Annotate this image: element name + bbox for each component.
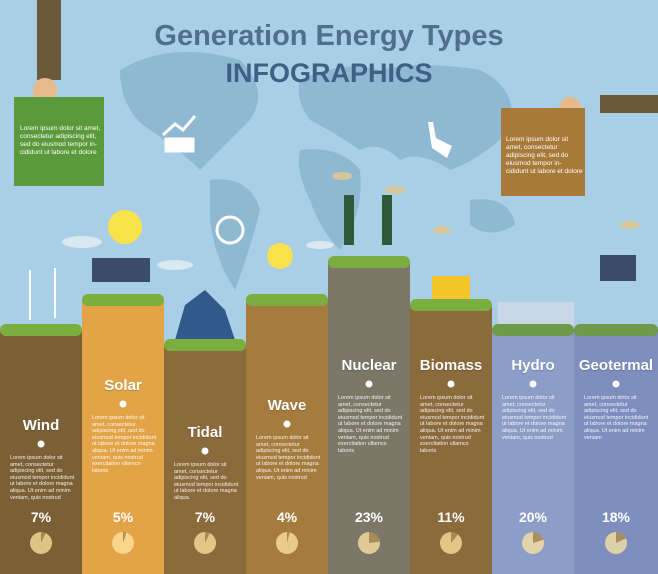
icon <box>529 380 537 388</box>
title: Generation Energy Types <box>154 20 504 52</box>
percent-label: 4% <box>276 509 298 525</box>
pie-slice <box>41 532 46 543</box>
ground-top <box>246 294 328 306</box>
column-text: Lorem ipsum dolor sit amet, consectetur … <box>256 435 321 481</box>
note: Lorem ipsum dolor sit amet, consectetur … <box>20 125 101 156</box>
column-text: Lorem ipsum dolor sit amet, consectetur … <box>92 415 157 474</box>
column <box>328 262 410 574</box>
pie-slice <box>451 532 459 543</box>
ground-top <box>410 299 492 311</box>
percent-label: 7% <box>30 509 52 525</box>
column-name: Wave <box>267 397 307 414</box>
pie-slice <box>287 532 290 543</box>
column-name: Nuclear <box>341 357 397 374</box>
subtitle: INFOGRAPHICS <box>225 58 433 88</box>
ground-top <box>164 339 246 351</box>
column-text: Lorem ipsum dolor sit amet, consectetur … <box>10 455 75 501</box>
column <box>82 300 164 574</box>
icon <box>612 380 620 388</box>
icon <box>201 447 209 455</box>
pie-slice <box>369 532 380 543</box>
column <box>410 305 492 574</box>
column-text: Lorem ipsum dolor sit amet, consectetur … <box>338 395 403 454</box>
column <box>246 300 328 574</box>
icon <box>365 380 373 388</box>
pie-slice <box>123 532 127 543</box>
column-text: Lorem ipsum dolor sit amet, consectetur … <box>584 395 649 441</box>
column-name: Wind <box>22 417 60 434</box>
column-name: Geotermal <box>578 357 654 374</box>
percent-label: 23% <box>354 509 384 525</box>
ground-top <box>574 324 658 336</box>
pie-slice <box>616 532 626 543</box>
column-text: Lorem ipsum dolor sit amet, consectetur … <box>502 395 567 441</box>
percent-label: 18% <box>601 509 631 525</box>
icon <box>119 400 127 408</box>
percent-label: 5% <box>112 509 134 525</box>
column-text: Lorem ipsum dolor sit amet, consectetur … <box>174 462 239 501</box>
note: Lorem ipsum dolor sit amet, consectetur … <box>506 136 583 175</box>
column-name: Hydro <box>511 357 555 374</box>
icon <box>37 440 45 448</box>
column-name: Solar <box>104 377 142 394</box>
pie-slice <box>533 532 544 543</box>
pie-slice <box>205 532 210 543</box>
ground-top <box>328 256 410 268</box>
ground-top <box>0 324 82 336</box>
icon <box>283 420 291 428</box>
column-name: Tidal <box>187 424 223 441</box>
column-name: Biomass <box>419 357 483 374</box>
percent-label: 7% <box>194 509 216 525</box>
column-text: Lorem ipsum dolor sit amet, consectetur … <box>420 395 485 454</box>
icon <box>447 380 455 388</box>
ground-top <box>82 294 164 306</box>
ground-top <box>492 324 574 336</box>
percent-label: 20% <box>518 509 548 525</box>
percent-label: 11% <box>437 509 465 525</box>
